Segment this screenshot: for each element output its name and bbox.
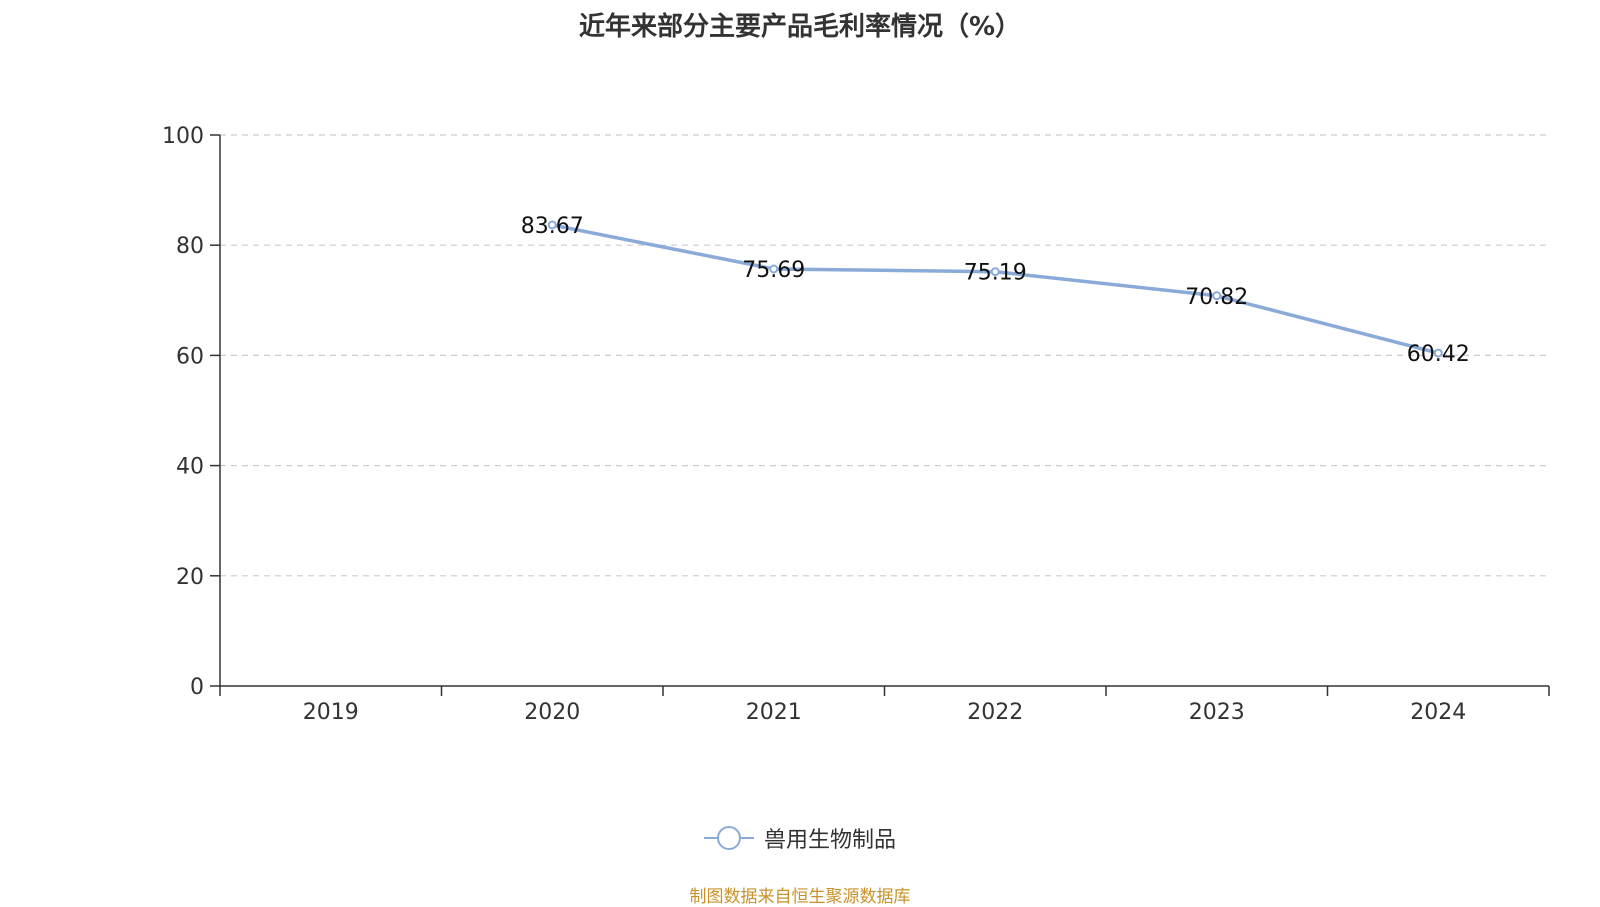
series-layer [547,220,1443,358]
y-tick-label: 0 [190,675,204,700]
gridlines [220,134,1549,577]
source-note: 制图数据来自恒生聚源数据库 [689,887,911,907]
x-tick-label: 2019 [303,700,359,725]
y-tick-label: 40 [176,455,204,480]
data-point [1212,291,1222,301]
legend-line-circle-icon [703,826,754,850]
data-label: 83.67 [521,214,584,239]
data-point [990,267,1000,277]
data-labels: 83.67 75.69 75.19 70.82 60.42 [521,214,1470,367]
legend-label: 兽用生物制品 [763,828,896,853]
data-point [769,264,779,274]
x-tick-label: 2023 [1189,700,1245,725]
data-point [1433,348,1443,358]
x-tick-label: 2020 [524,700,580,725]
data-label: 75.19 [964,261,1027,286]
series-line [550,223,1440,355]
y-tick-label: 60 [176,344,204,369]
data-label: 70.82 [1185,285,1248,310]
data-label: 75.69 [742,258,805,283]
x-tick-label: 2024 [1410,700,1466,725]
axes: 0 20 40 60 80 100 2019 2020 2021 2022 2023 2024 [162,124,1550,725]
data-label: 60.42 [1407,342,1470,367]
data-point [547,220,557,230]
y-tick-label: 80 [176,234,204,259]
x-tick-label: 2021 [746,700,802,725]
y-tick-label: 100 [162,124,204,149]
x-tick-label: 2022 [967,700,1023,725]
y-tick-label: 20 [176,565,204,590]
chart-title: 近年来部分主要产品毛利率情况（%） [578,12,1022,42]
legend[interactable]: 兽用生物制品 [0,822,1600,854]
